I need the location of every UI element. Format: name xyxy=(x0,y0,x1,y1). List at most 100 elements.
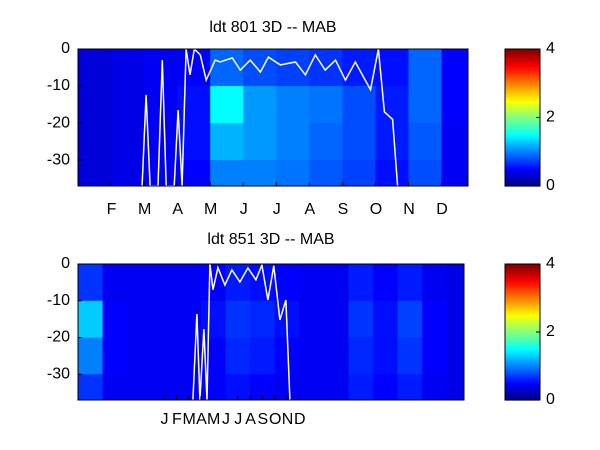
chart-title: ldt 801 3D -- MAB xyxy=(209,19,336,36)
heatmap-cell xyxy=(441,123,468,161)
heatmap-cell xyxy=(348,300,374,339)
colorbar-swatch xyxy=(505,270,540,274)
heatmap-cell xyxy=(243,160,277,186)
colorbar-swatch xyxy=(505,108,540,112)
heatmap-cell xyxy=(276,160,310,186)
colorbar-swatch xyxy=(505,147,540,151)
colorbar-swatch xyxy=(505,177,540,181)
x-tick-label: M xyxy=(207,411,220,428)
colorbar-swatch xyxy=(505,349,540,352)
colorbar-swatch xyxy=(505,153,540,157)
heatmap-cell xyxy=(408,49,443,87)
colorbar-swatch xyxy=(505,166,540,170)
colorbar-swatch xyxy=(505,361,540,365)
x-tick-label: A xyxy=(245,411,256,428)
heatmap-cell xyxy=(102,264,128,302)
heatmap-cell xyxy=(323,374,349,400)
colorbar-swatch xyxy=(505,397,540,401)
axes-box xyxy=(77,263,465,401)
heatmap-cell xyxy=(397,300,423,339)
heatmap-cell xyxy=(151,337,177,375)
heatmap-cell xyxy=(309,86,343,124)
colorbar-swatch xyxy=(505,266,540,269)
colorbar-swatch xyxy=(505,132,540,136)
heatmap-cell xyxy=(210,160,244,186)
colorbar-swatch xyxy=(505,319,540,322)
x-tick-label: N xyxy=(403,201,414,218)
colorbar-swatch xyxy=(505,171,540,174)
heatmap-cell xyxy=(446,300,464,339)
heatmap-cell xyxy=(422,337,448,375)
colorbar-swatch xyxy=(505,368,540,371)
colorbar-swatch xyxy=(505,59,540,63)
y-tick-label: -20 xyxy=(47,114,70,131)
colorbar-swatch xyxy=(505,87,540,91)
x-tick-label: M xyxy=(138,201,151,218)
y-tick-label: -30 xyxy=(47,151,70,168)
x-tick-label: A xyxy=(172,201,183,218)
colorbar-swatch xyxy=(505,164,540,168)
heatmap-cell xyxy=(323,264,349,302)
heatmap-cell xyxy=(78,264,104,302)
colorbar-swatch xyxy=(505,312,540,316)
colorbar-swatch xyxy=(505,143,540,146)
heatmap-cell xyxy=(78,374,104,400)
colorbar-swatch xyxy=(505,81,540,84)
colorbar-swatch xyxy=(505,111,540,114)
heatmap-cell xyxy=(309,160,343,186)
colorbar-swatch xyxy=(505,334,540,337)
heatmap-cell xyxy=(373,264,399,302)
heatmap-cell xyxy=(276,86,310,124)
colorbar-swatch xyxy=(505,372,540,376)
colorbar-swatch xyxy=(505,391,540,395)
heatmap-cell xyxy=(210,86,244,124)
heatmap-cell xyxy=(446,374,464,400)
x-tick-label: M xyxy=(182,411,195,428)
x-tick-label: A xyxy=(196,411,207,428)
heatmap-cell xyxy=(375,86,410,124)
x-tick-label: O xyxy=(370,201,382,218)
colorbar-swatch xyxy=(505,340,540,344)
heatmap-cell xyxy=(177,86,211,124)
colorbar-swatch xyxy=(505,49,540,52)
colorbar-swatch xyxy=(505,136,540,140)
axes-box xyxy=(77,48,469,187)
colorbar-swatch xyxy=(505,183,540,187)
heatmap-cell xyxy=(176,264,202,302)
colorbar-swatch xyxy=(505,123,540,127)
colorbar-swatch xyxy=(505,113,540,116)
colorbar-swatch xyxy=(505,104,540,108)
heatmap-cell xyxy=(102,337,128,375)
x-tick-label: O xyxy=(269,411,281,428)
colorbar-swatch xyxy=(505,151,540,155)
heatmap-cell xyxy=(373,374,399,400)
colorbar-swatch xyxy=(505,89,540,93)
heatmap-cell xyxy=(250,374,276,400)
colorbar-swatch xyxy=(505,285,540,288)
heatmap-cell xyxy=(422,264,448,302)
colorbar-swatch xyxy=(505,61,540,65)
heatmap-cell xyxy=(375,160,410,186)
heatmap-cell xyxy=(276,123,310,161)
colorbar-swatch xyxy=(505,149,540,153)
colorbar-swatch xyxy=(505,272,540,276)
colorbar-swatch xyxy=(505,327,540,331)
colorbar-swatch xyxy=(505,74,540,78)
heatmap-cell xyxy=(250,300,276,339)
heatmap-cell xyxy=(78,337,104,375)
heatmap-cell xyxy=(177,123,211,161)
heatmap-cell xyxy=(342,123,376,161)
colorbar-tick-label: 4 xyxy=(546,255,555,272)
heatmap-cell xyxy=(127,374,153,400)
colorbar-swatch xyxy=(505,141,540,144)
colorbar-swatch xyxy=(505,383,540,386)
heatmap-cell xyxy=(78,123,112,161)
colorbar-swatch xyxy=(505,291,540,295)
colorbar-swatch xyxy=(505,175,540,179)
colorbar-swatch xyxy=(505,268,540,271)
colorbar-tick-label: 2 xyxy=(546,323,555,340)
heatmap-cell xyxy=(373,337,399,375)
colorbar-swatch xyxy=(505,380,540,384)
colorbar-swatch xyxy=(505,366,540,369)
